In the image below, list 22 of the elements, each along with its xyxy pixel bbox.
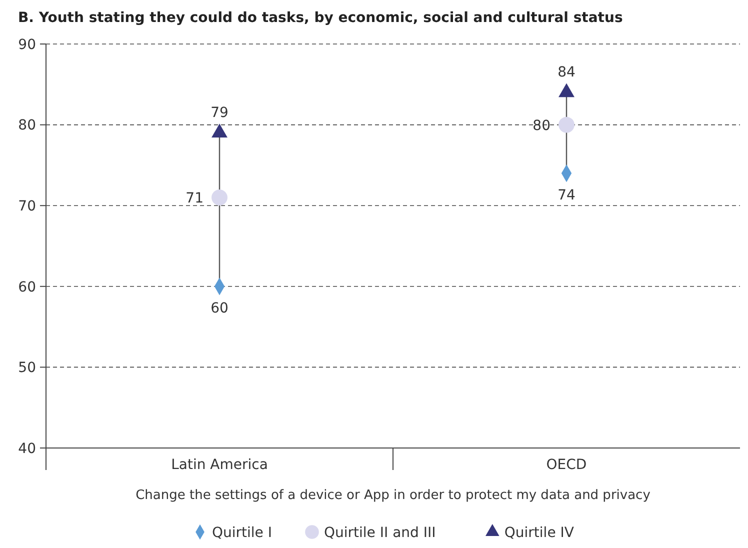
x-tick-label: Latin America [171, 457, 268, 473]
legend-label: Quirtile I [212, 525, 272, 541]
point [558, 116, 574, 133]
y-tick-label: 80 [18, 118, 36, 134]
chart-title: B. Youth stating they could do tasks, by economic, social and cultural status [18, 10, 623, 26]
y-tick-label: 60 [18, 279, 36, 296]
point [558, 83, 574, 98]
y-tick-label: 50 [18, 360, 36, 376]
point [212, 190, 228, 206]
legend-label: Quirtile II and III [324, 525, 436, 541]
data-label: 74 [558, 187, 576, 204]
y-tick-label: 70 [18, 198, 36, 214]
data-label: 84 [558, 64, 576, 80]
y-tick-label: 90 [18, 36, 36, 53]
x-tick-label: OECD [546, 457, 587, 473]
data-label: 79 [210, 104, 228, 121]
data-label: 60 [210, 300, 228, 316]
data-label: 80 [532, 118, 550, 134]
data-label: 71 [186, 190, 204, 207]
y-tick-label: 40 [18, 440, 36, 457]
legend-label: Quirtile IV [504, 525, 574, 541]
x-axis-title: Change the settings of a device or App in order to protect my data and privacy [136, 488, 651, 503]
